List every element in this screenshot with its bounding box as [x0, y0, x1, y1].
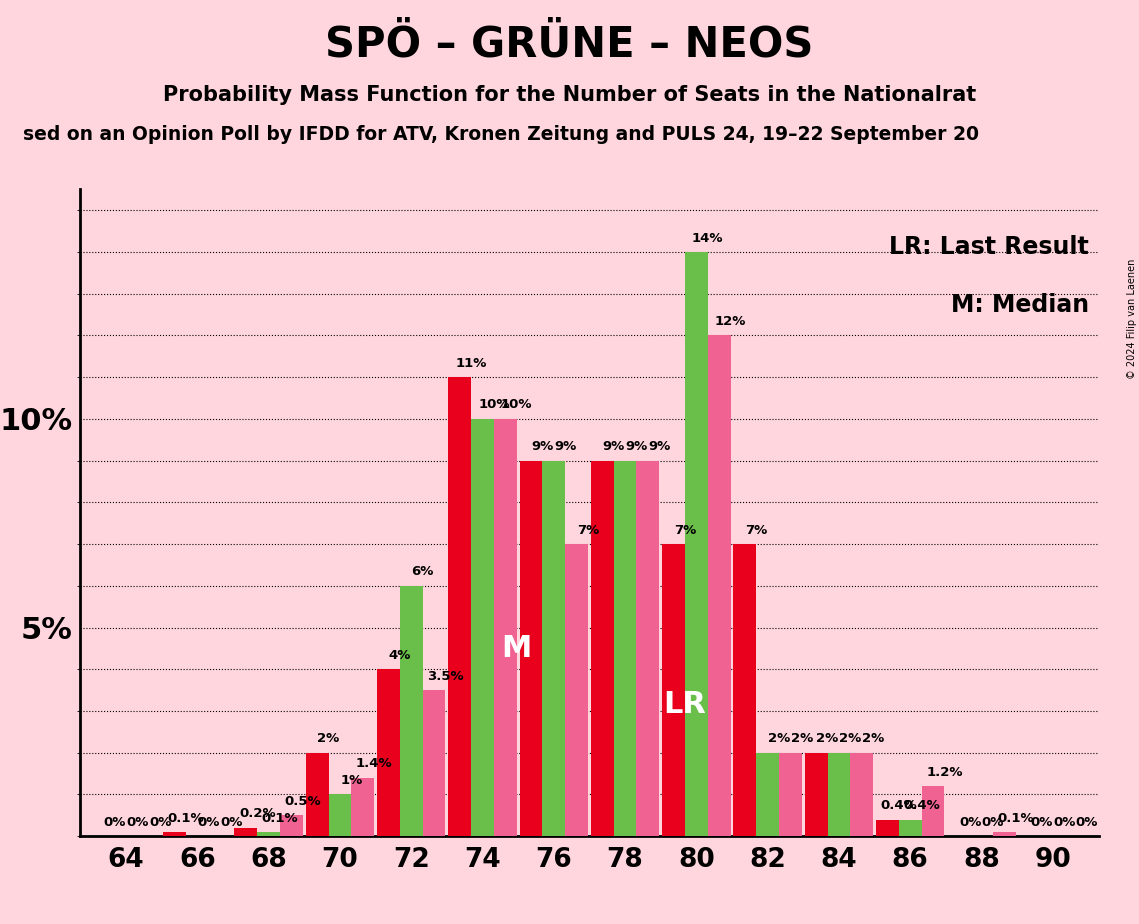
Bar	[851, 753, 874, 836]
Bar	[235, 828, 257, 836]
Bar	[756, 753, 779, 836]
Text: 2%: 2%	[862, 732, 884, 746]
Text: LR: Last Result: LR: Last Result	[890, 235, 1089, 259]
Bar	[257, 832, 280, 836]
Text: 0%: 0%	[197, 816, 220, 829]
Bar	[805, 753, 828, 836]
Text: 0.1%: 0.1%	[262, 811, 298, 824]
Text: 7%: 7%	[674, 524, 696, 537]
Bar	[423, 690, 445, 836]
Text: 0.1%: 0.1%	[167, 811, 204, 824]
Text: 9%: 9%	[531, 440, 554, 453]
Text: SPÖ – GRÜNE – NEOS: SPÖ – GRÜNE – NEOS	[326, 23, 813, 65]
Text: 4%: 4%	[388, 649, 411, 662]
Bar	[400, 586, 423, 836]
Bar	[449, 377, 472, 836]
Bar	[472, 419, 494, 836]
Text: 0%: 0%	[1054, 816, 1075, 829]
Text: 6%: 6%	[411, 565, 434, 578]
Text: 0%: 0%	[982, 816, 1005, 829]
Text: 10%: 10%	[501, 398, 532, 411]
Text: M: M	[501, 634, 532, 663]
Text: 7%: 7%	[745, 524, 768, 537]
Text: 12%: 12%	[715, 315, 746, 328]
Text: 2%: 2%	[790, 732, 813, 746]
Text: © 2024 Filip van Laenen: © 2024 Filip van Laenen	[1126, 259, 1137, 379]
Bar	[542, 461, 565, 836]
Bar	[328, 795, 351, 836]
Text: LR: LR	[664, 690, 706, 719]
Bar	[899, 820, 921, 836]
Bar	[565, 544, 588, 836]
Text: 9%: 9%	[648, 440, 671, 453]
Text: 0.1%: 0.1%	[998, 811, 1034, 824]
Bar	[280, 815, 303, 836]
Text: 0%: 0%	[220, 816, 243, 829]
Text: 0%: 0%	[1030, 816, 1052, 829]
Text: 2%: 2%	[839, 732, 861, 746]
Text: 0.4%: 0.4%	[903, 799, 940, 812]
Bar	[993, 832, 1016, 836]
Text: 2%: 2%	[817, 732, 838, 746]
Text: 0%: 0%	[149, 816, 172, 829]
Text: 7%: 7%	[576, 524, 599, 537]
Text: 3.5%: 3.5%	[427, 670, 464, 683]
Text: 0%: 0%	[959, 816, 982, 829]
Text: 1%: 1%	[341, 774, 362, 787]
Text: 0%: 0%	[104, 816, 125, 829]
Text: 1.2%: 1.2%	[926, 766, 962, 779]
Text: 14%: 14%	[693, 232, 723, 245]
Text: 9%: 9%	[625, 440, 648, 453]
Text: Probability Mass Function for the Number of Seats in the Nationalrat: Probability Mass Function for the Number…	[163, 85, 976, 105]
Bar	[921, 786, 944, 836]
Text: 0%: 0%	[126, 816, 149, 829]
Bar	[614, 461, 637, 836]
Bar	[637, 461, 659, 836]
Text: sed on an Opinion Poll by IFDD for ATV, Kronen Zeitung and PULS 24, 19–22 Septem: sed on an Opinion Poll by IFDD for ATV, …	[23, 125, 978, 144]
Text: 2%: 2%	[768, 732, 790, 746]
Bar	[494, 419, 517, 836]
Bar	[779, 753, 802, 836]
Bar	[876, 820, 899, 836]
Bar	[685, 252, 707, 836]
Text: 11%: 11%	[456, 357, 486, 370]
Text: 9%: 9%	[554, 440, 576, 453]
Bar	[591, 461, 614, 836]
Text: 10%: 10%	[478, 398, 509, 411]
Text: 2%: 2%	[318, 732, 339, 746]
Text: 0.5%: 0.5%	[285, 795, 321, 808]
Bar	[707, 335, 730, 836]
Text: M: Median: M: Median	[951, 293, 1089, 317]
Text: 0.2%: 0.2%	[239, 808, 276, 821]
Text: 9%: 9%	[603, 440, 625, 453]
Bar	[377, 669, 400, 836]
Text: 1.4%: 1.4%	[355, 758, 393, 771]
Bar	[734, 544, 756, 836]
Bar	[163, 832, 186, 836]
Text: 0%: 0%	[1076, 816, 1098, 829]
Bar	[662, 544, 685, 836]
Text: 0.4%: 0.4%	[880, 799, 917, 812]
Bar	[305, 753, 328, 836]
Bar	[519, 461, 542, 836]
Bar	[828, 753, 851, 836]
Bar	[351, 778, 374, 836]
